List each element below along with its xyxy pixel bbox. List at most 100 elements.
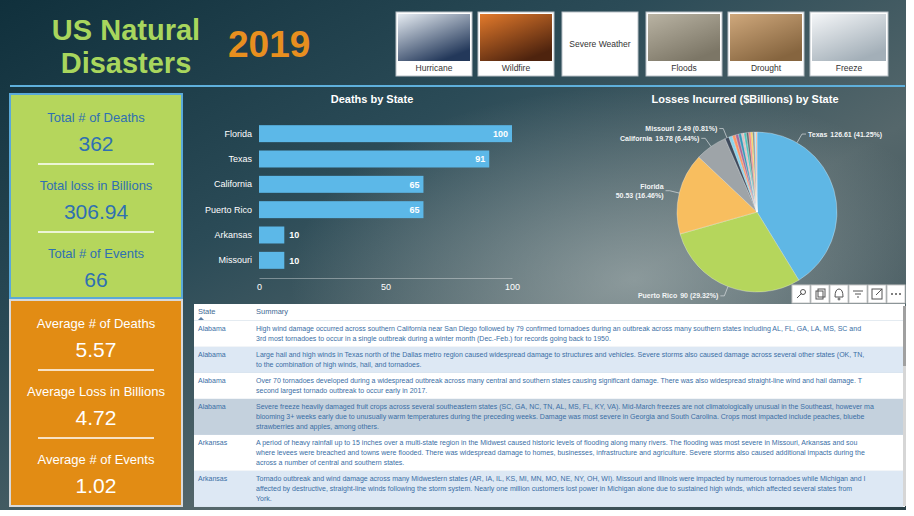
tick: 0 — [257, 278, 262, 292]
x-axis: 050100 — [257, 278, 520, 292]
visual-header-icon[interactable] — [868, 285, 886, 303]
data-label-category: California — [620, 135, 652, 142]
data-label: 91 — [475, 154, 485, 164]
icon-frame[interactable] — [811, 285, 829, 303]
filter-button[interactable]: Wildfire — [478, 12, 554, 76]
cell-summary: affected by destructive, straight-line w… — [256, 485, 852, 493]
data-label-value: 19.78 (6.44%) — [655, 135, 699, 143]
cell-summary: blooming 3+ weeks early due to unusually… — [256, 413, 864, 421]
filter-button[interactable]: Severe Weather — [562, 12, 638, 76]
tick-label: 50 — [381, 282, 391, 292]
button-image[interactable] — [398, 14, 470, 61]
table-row[interactable] — [194, 435, 903, 471]
kpi-label: Total # of Deaths — [47, 110, 145, 125]
data-label: 65 — [409, 180, 419, 190]
button-label[interactable]: Floods — [671, 63, 697, 73]
icon-glyph[interactable] — [872, 289, 882, 299]
data-label: Missouri2.49 (0.81%) — [645, 125, 717, 133]
icon-glyph[interactable] — [838, 298, 840, 300]
pie-slice — [754, 132, 757, 212]
column-header[interactable]: State — [198, 307, 216, 316]
filter-button[interactable]: Hurricane — [396, 12, 472, 76]
button-label[interactable]: Severe Weather — [569, 39, 630, 49]
axis-line — [260, 278, 513, 279]
icon-glyph[interactable] — [816, 291, 823, 299]
button-frame[interactable] — [728, 12, 804, 76]
sort-indicator[interactable] — [198, 317, 204, 320]
tick-label: Missouri — [218, 255, 252, 265]
tick-label: 0 — [257, 282, 262, 292]
icon-glyph[interactable] — [835, 289, 843, 297]
leader-line — [720, 287, 728, 296]
button-frame[interactable] — [646, 12, 722, 76]
filter-button[interactable]: Floods — [646, 12, 722, 76]
data-label-category: Puerto Rico — [638, 292, 677, 299]
leader-line — [701, 138, 711, 146]
button-frame[interactable] — [396, 12, 472, 76]
cell-summary: Large hail and high winds in Texas north… — [256, 351, 864, 359]
icon-glyph[interactable] — [853, 291, 863, 292]
scrollbar-thumb[interactable] — [903, 306, 906, 366]
button-label[interactable]: Freeze — [836, 63, 863, 73]
kpi-value: 362 — [78, 132, 113, 155]
icon-glyph[interactable] — [818, 289, 825, 297]
button-frame[interactable] — [478, 12, 554, 76]
table-row[interactable] — [194, 471, 903, 507]
tick: California — [214, 179, 252, 189]
cell-summary: strawberries and apples, among others. — [256, 423, 379, 431]
table: StateSummaryAlabamaHigh wind damage occu… — [194, 304, 905, 507]
button-image[interactable] — [812, 14, 886, 61]
button-label[interactable]: Hurricane — [416, 63, 453, 73]
bars — [259, 125, 512, 269]
pie — [677, 132, 837, 292]
icon-glyph[interactable] — [899, 293, 901, 295]
kpi-divider — [38, 437, 154, 439]
icon-frame[interactable] — [830, 285, 848, 303]
icon-glyph[interactable] — [855, 294, 861, 295]
icon-glyph[interactable] — [876, 289, 882, 295]
button-label[interactable]: Drought — [751, 63, 782, 73]
data-label: Florida50.53 (16.46%) — [616, 183, 664, 200]
table-background — [194, 304, 905, 507]
bar — [259, 227, 284, 244]
icon-glyph[interactable] — [891, 293, 893, 295]
visual-header-icon[interactable] — [811, 285, 829, 303]
visual-header-icon[interactable] — [830, 285, 848, 303]
visual-header-icon[interactable] — [887, 285, 905, 303]
cell-summary: Over 70 tornadoes developed during a wid… — [256, 377, 863, 385]
table-row[interactable] — [194, 373, 903, 399]
scrollbar-track[interactable] — [903, 306, 906, 506]
pie-slice — [746, 132, 757, 212]
kpi-divider — [38, 369, 154, 371]
icon-frame[interactable] — [887, 285, 905, 303]
button-image[interactable] — [648, 14, 720, 61]
table-row[interactable] — [194, 321, 903, 347]
icon-glyph[interactable] — [801, 290, 806, 295]
button-frame[interactable] — [810, 12, 888, 76]
icon-frame[interactable] — [792, 285, 810, 303]
button-label[interactable]: Wildfire — [502, 63, 531, 73]
tick-label: Florida — [224, 129, 252, 139]
button-image[interactable] — [730, 14, 802, 61]
dashboard: US NaturalDisasters2019HurricaneWildfire… — [0, 0, 914, 516]
cell-summary: 3rd most tornadoes to occur in a single … — [256, 335, 611, 343]
column-header[interactable]: Summary — [256, 307, 288, 316]
cell-summary: to the combination of high winds, hail, … — [256, 361, 421, 369]
visual-header-icon[interactable] — [792, 285, 810, 303]
kpi-divider — [38, 231, 154, 233]
table-row[interactable] — [194, 347, 903, 373]
leader-line — [719, 129, 727, 138]
visual-header-icon[interactable] — [849, 285, 867, 303]
tick: Missouri — [218, 255, 252, 265]
icon-frame[interactable] — [868, 285, 886, 303]
icon-frame[interactable] — [849, 285, 867, 303]
icon-glyph[interactable] — [895, 293, 897, 295]
filter-button[interactable]: Drought — [728, 12, 804, 76]
table-row[interactable] — [194, 399, 903, 435]
icon-glyph[interactable] — [857, 297, 859, 298]
button-image[interactable] — [480, 14, 552, 61]
cell-summary: across a number of central and southern … — [256, 459, 404, 466]
button-frame[interactable] — [562, 12, 638, 76]
filter-button[interactable]: Freeze — [810, 12, 888, 76]
bar — [259, 176, 423, 193]
